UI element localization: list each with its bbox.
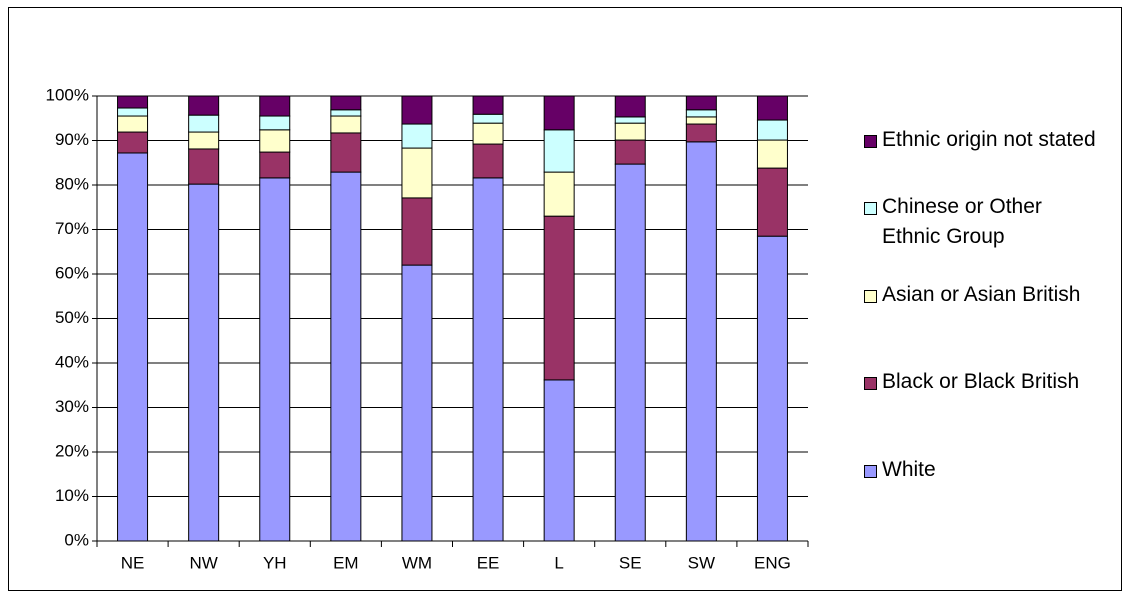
bar-segment [756,95,788,121]
y-tick-label: 80% [55,174,89,193]
legend-label: White [882,458,936,481]
y-tick-label: 40% [55,352,89,371]
bar-segment [614,116,646,124]
bar-segment [472,177,504,542]
legend-swatch [864,290,877,303]
bar-segment [543,215,575,381]
bar-segment [259,177,291,542]
bar-segment [330,109,362,117]
bar-segment [614,163,646,542]
bar-segment [685,95,717,111]
bar-segment [472,113,504,124]
y-tick-label: 90% [55,130,89,149]
bar-segment [401,95,433,125]
bar-segment [614,95,646,118]
bar-segment [117,131,149,154]
x-tick-label: YH [263,553,287,572]
legend-swatch [864,135,877,148]
x-tick-label: ENG [754,553,791,572]
x-tick-label: WM [402,553,432,572]
x-tick-label: L [554,553,563,572]
y-tick-label: 10% [55,486,89,505]
y-tick-label: 20% [55,441,89,460]
bar-segment [685,116,717,125]
bar-segment [401,123,433,149]
bar-segment [259,115,291,131]
legend-label: Black or Black British [882,370,1080,393]
y-tick-label: 70% [55,219,89,238]
bar-segment [543,379,575,542]
bar-segment [259,95,291,117]
bar-segment [330,95,362,111]
bar-segment [259,129,291,153]
bar-segment [685,109,717,118]
bar-segment [401,147,433,199]
bar-segment [472,122,504,145]
x-tick-label: EM [333,553,359,572]
bar-segment [117,107,149,117]
x-tick-label: SE [619,553,642,572]
bar-segment [756,119,788,141]
legend-label: Asian or Asian British [882,283,1081,306]
bar-segment [117,152,149,542]
bar-segment [543,129,575,173]
legend-label: Ethnic origin not stated [882,128,1096,151]
bar-segment [543,95,575,131]
bar-segment [685,141,717,542]
bar-segment [330,171,362,542]
bar-segment [117,115,149,133]
bar-segment [685,123,717,143]
bar-segment [756,139,788,169]
x-tick-label: SW [688,553,715,572]
y-tick-label: 100% [46,85,89,104]
bar-segment [330,132,362,173]
y-tick-label: 60% [55,263,89,282]
legend-swatch [864,377,877,390]
bar-segment [614,122,646,141]
x-tick-label: NE [121,553,145,572]
legend-swatch [864,202,877,215]
bar-segment [756,235,788,542]
y-tick-label: 30% [55,397,89,416]
y-tick-label: 0% [64,530,89,549]
bar-segment [188,148,220,185]
bar-segment [188,95,220,116]
bar-segment [756,167,788,237]
bar-segment [401,197,433,266]
bar-segment [188,114,220,133]
bar-segment [259,151,291,179]
y-tick-label: 50% [55,308,89,327]
bar-segment [472,143,504,179]
legend-swatch [864,465,877,478]
bar-segment [543,171,575,217]
bar-segment [188,183,220,542]
x-tick-label: NW [189,553,217,572]
legend-label: Chinese or Other Ethnic Group [882,195,1054,248]
bar-segment [330,115,362,134]
bar-segment [401,264,433,542]
x-tick-label: EE [477,553,500,572]
bar-segment [472,95,504,115]
bar-segment [614,139,646,165]
bar-segment [117,95,149,109]
bar-segment [188,131,220,150]
